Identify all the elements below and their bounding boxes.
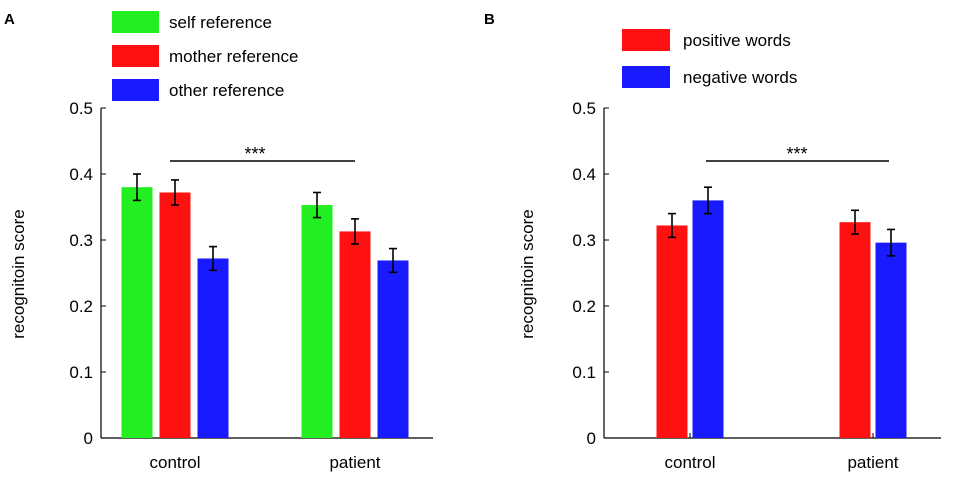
panel-b-ytick-label: 0.5 bbox=[572, 99, 596, 118]
panel-a-legend-label: mother reference bbox=[169, 47, 298, 66]
panel-a-bar bbox=[377, 260, 409, 438]
panel-b-label: B bbox=[484, 11, 495, 28]
panel-a-error-bar bbox=[313, 191, 321, 219]
panel-a-bar bbox=[121, 187, 153, 438]
panel-b-significance-label: *** bbox=[786, 144, 807, 164]
panel-b-bar bbox=[692, 200, 724, 438]
panel-b-ytick-label: 0.3 bbox=[572, 231, 596, 250]
panel-b-significance: *** bbox=[706, 144, 889, 164]
panel-a-legend-swatch bbox=[112, 79, 159, 101]
panel-a-label: A bbox=[4, 11, 15, 28]
panel-a-significance: *** bbox=[170, 144, 355, 164]
panel-b-error-bar bbox=[668, 212, 676, 239]
panel-b-ytick-label: 0.1 bbox=[572, 363, 596, 382]
panel-a-bar bbox=[197, 258, 229, 438]
panel-a-legend-swatch bbox=[112, 11, 159, 33]
panel-a-significance-label: *** bbox=[244, 144, 265, 164]
panel-b-bars bbox=[656, 186, 907, 438]
panel-a-legend: self reference mother reference other refe… bbox=[112, 11, 298, 101]
panel-a-legend-label: other reference bbox=[169, 81, 284, 100]
panel-b-ytick-label: 0.2 bbox=[572, 297, 596, 316]
panel-a-xtick-label: patient bbox=[329, 453, 380, 472]
panel-b-xtick-label: control bbox=[664, 453, 715, 472]
panel-a-ytick-label: 0.1 bbox=[69, 363, 93, 382]
panel-a-xtick-label: control bbox=[149, 453, 200, 472]
panel-a-legend-swatch bbox=[112, 45, 159, 67]
panel-a-axes: 0 0.1 0.2 0.3 0.4 0.5 control patient bbox=[69, 99, 433, 472]
panel-a-bar bbox=[339, 231, 371, 438]
panel-b-error-bar bbox=[851, 209, 859, 235]
panel-a-ytick-label: 0.2 bbox=[69, 297, 93, 316]
panel-a-bars bbox=[121, 173, 409, 438]
panel-a-error-bar bbox=[133, 173, 141, 202]
panel-b-legend-label: negative words bbox=[683, 68, 797, 87]
panel-a-ytick-label: 0.3 bbox=[69, 231, 93, 250]
panel-a-error-bar bbox=[171, 179, 179, 206]
panel-b-bar bbox=[875, 242, 907, 438]
panel-b-error-bar bbox=[887, 228, 895, 257]
panel-b-ytick-label: 0.4 bbox=[572, 165, 596, 184]
panel-a-legend-label: self reference bbox=[169, 13, 272, 32]
panel-a-ytick-label: 0.4 bbox=[69, 165, 93, 184]
panel-b-ylabel: recognitoin score bbox=[518, 209, 537, 338]
panel-a-error-bar bbox=[351, 218, 359, 245]
panel-b-legend-swatch bbox=[622, 29, 670, 51]
panel-a: A self reference mother reference other re… bbox=[4, 11, 433, 472]
panel-a-bar bbox=[301, 205, 333, 438]
panel-b-legend-swatch bbox=[622, 66, 670, 88]
panel-a-ytick-label: 0.5 bbox=[69, 99, 93, 118]
panel-a-error-bar bbox=[209, 245, 217, 272]
panel-b-ytick-label: 0 bbox=[587, 429, 596, 448]
panel-b-error-bar bbox=[704, 186, 712, 215]
panel-a-ylabel: recognitoin score bbox=[9, 209, 28, 338]
panel-b-legend: positive words negative words bbox=[622, 29, 797, 88]
panel-a-bar bbox=[159, 192, 191, 438]
panel-b-bar bbox=[839, 222, 871, 438]
panel-b-bar bbox=[656, 225, 688, 438]
panel-b-xtick-label: patient bbox=[847, 453, 898, 472]
panel-b: B positive words negative words 0 0.1 0.2 0.… bbox=[484, 11, 941, 472]
panel-a-error-bar bbox=[389, 247, 397, 274]
panel-a-ytick-label: 0 bbox=[84, 429, 93, 448]
panel-b-legend-label: positive words bbox=[683, 31, 791, 50]
